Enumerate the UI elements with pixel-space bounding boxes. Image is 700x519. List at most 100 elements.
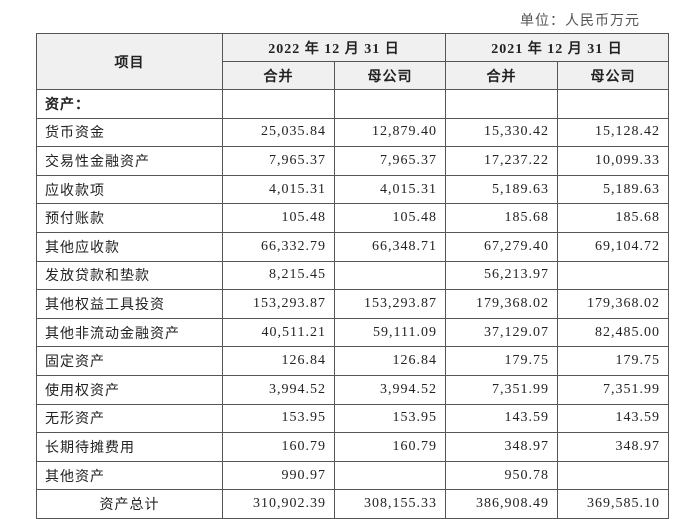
cell: 40,511.21 [222,317,335,348]
table-row: 预付账款 105.48 105.48 185.68 185.68 [36,203,669,233]
cell: 4,015.31 [222,174,335,205]
row-label: 发放贷款和垫款 [36,260,223,291]
row-label: 长期待摊费用 [36,432,223,462]
cell: 3,994.52 [222,374,335,405]
cell [334,460,446,491]
table-row: 货币资金 25,035.84 12,879.40 15,330.42 15,128.42 [36,117,669,148]
table-row: 其他应收款 66,332.79 66,348.71 67,279.40 69,104.7… [36,231,669,262]
table-row: 资产总计 310,902.39 308,155.33 386,908.49 369,58… [36,489,669,519]
row-label: 使用权资产 [36,374,223,405]
row-label: 交易性金融资产 [36,146,223,176]
row-label: 应收款项 [36,174,223,205]
cell: 59,111.09 [334,317,446,348]
cell: 348.97 [445,432,558,462]
row-label: 其他资产 [36,460,223,491]
cell: 25,035.84 [222,117,335,148]
table-row: 资产： [36,89,669,119]
unit-note: 单位：人民币万元 [520,14,640,29]
balance-table: 项目 2022 年 12 月 31 日 2021 年 12 月 31 日 合并 … [36,33,669,519]
table-row: 无形资产 153.95 153.95 143.59 143.59 [36,403,669,434]
cell: 82,485.00 [557,317,669,348]
cell: 7,351.99 [557,374,669,405]
cell: 5,189.63 [557,174,669,205]
cell: 67,279.40 [445,231,558,262]
table-body: 资产： 货币资金 25,035.84 12,879.40 15,330.42 15,128… [36,89,669,519]
cell: 160.79 [334,432,446,462]
cell: 12,879.40 [334,117,446,148]
cell: 179.75 [445,346,558,376]
cell: 8,215.45 [222,260,335,291]
row-label: 货币资金 [36,117,223,148]
cell [334,89,446,119]
table-row: 交易性金融资产 7,965.37 7,965.37 17,237.22 10,099.3… [36,146,669,176]
cell: 10,099.33 [557,146,669,176]
cell: 17,237.22 [445,146,558,176]
table-row: 发放贷款和垫款 8,215.45 56,213.97 [36,260,669,291]
cell: 143.59 [557,403,669,434]
cell: 950.78 [445,460,558,491]
header-column: 合并 [445,61,558,90]
cell [557,89,669,119]
cell: 3,994.52 [334,374,446,405]
cell: 153.95 [334,403,446,434]
header-column: 合并 [222,61,335,90]
cell: 7,351.99 [445,374,558,405]
row-label: 固定资产 [36,346,223,376]
row-label: 其他权益工具投资 [36,289,223,319]
table-row: 其他非流动金融资产 40,511.21 59,111.09 37,129.07 82,4… [36,317,669,348]
table-row: 长期待摊费用 160.79 160.79 348.97 348.97 [36,432,669,462]
cell: 160.79 [222,432,335,462]
cell [334,260,446,291]
row-label: 其他应收款 [36,231,223,262]
cell: 105.48 [334,203,446,233]
cell: 143.59 [445,403,558,434]
cell: 153.95 [222,403,335,434]
cell: 990.97 [222,460,335,491]
cell: 185.68 [557,203,669,233]
cell: 56,213.97 [445,260,558,291]
cell [557,460,669,491]
cell: 179,368.02 [557,289,669,319]
row-label: 预付账款 [36,203,223,233]
cell: 153,293.87 [334,289,446,319]
table-row: 其他权益工具投资 153,293.87 153,293.87 179,368.02 17… [36,289,669,319]
cell: 4,015.31 [334,174,446,205]
cell: 37,129.07 [445,317,558,348]
header-column: 母公司 [557,61,669,90]
cell: 105.48 [222,203,335,233]
cell: 7,965.37 [222,146,335,176]
cell: 7,965.37 [334,146,446,176]
cell: 153,293.87 [222,289,335,319]
table-row: 应收款项 4,015.31 4,015.31 5,189.63 5,189.63 [36,174,669,205]
cell [445,89,558,119]
row-label: 资产总计 [36,489,223,519]
row-label: 其他非流动金融资产 [36,317,223,348]
cell: 126.84 [222,346,335,376]
cell: 15,330.42 [445,117,558,148]
row-label: 资产： [36,89,223,119]
cell: 69,104.72 [557,231,669,262]
cell: 126.84 [334,346,446,376]
row-label: 无形资产 [36,403,223,434]
cell: 66,332.79 [222,231,335,262]
cell: 348.97 [557,432,669,462]
header-period: 2021 年 12 月 31 日 [445,33,669,62]
cell: 310,902.39 [222,489,335,519]
table-row: 其他资产 990.97 950.78 [36,460,669,491]
cell: 369,585.10 [557,489,669,519]
cell [222,89,335,119]
cell: 5,189.63 [445,174,558,205]
cell [557,260,669,291]
header-period: 2022 年 12 月 31 日 [222,33,446,62]
cell: 386,908.49 [445,489,558,519]
header-item: 项目 [36,33,223,90]
cell: 179.75 [557,346,669,376]
cell: 308,155.33 [334,489,446,519]
cell: 66,348.71 [334,231,446,262]
cell: 15,128.42 [557,117,669,148]
header-column: 母公司 [334,61,446,90]
cell: 185.68 [445,203,558,233]
table-row: 固定资产 126.84 126.84 179.75 179.75 [36,346,669,376]
table-row: 使用权资产 3,994.52 3,994.52 7,351.99 7,351.99 [36,374,669,405]
